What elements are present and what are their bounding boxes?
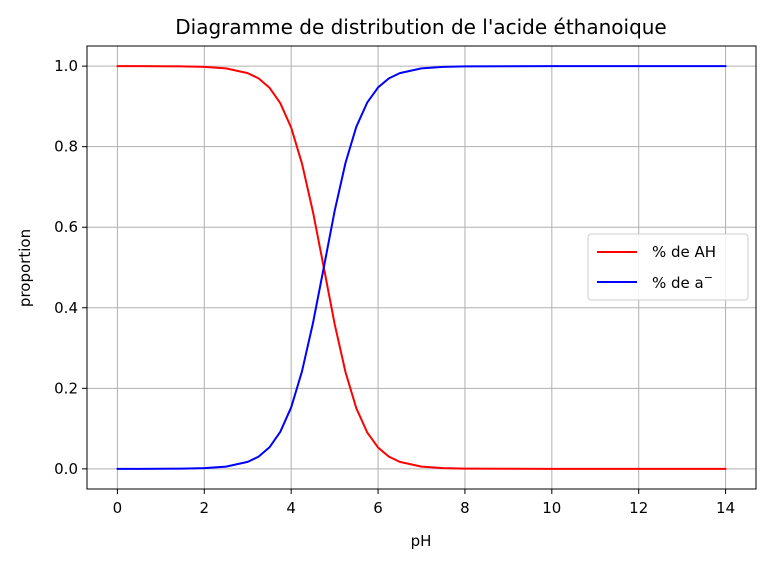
x-tick-label: 8 [460, 499, 470, 517]
legend: % de AH % de a− [587, 233, 749, 301]
y-tick-label: 0.6 [54, 218, 78, 236]
y-tick-label: 0.0 [54, 460, 78, 478]
y-tick-label: 1.0 [54, 57, 78, 75]
legend-box [587, 233, 749, 301]
legend-label-ah: % de AH [652, 243, 716, 261]
legend-label-a-base: % de a [652, 274, 704, 292]
x-tick-label: 4 [286, 499, 296, 517]
y-tick-label: 0.8 [54, 138, 78, 156]
x-tick-label: 2 [200, 499, 210, 517]
series-line-a [116, 65, 727, 470]
legend-label-a: % de a− [652, 271, 713, 292]
x-tick-label: 12 [629, 499, 648, 517]
x-tick-label: 14 [716, 499, 735, 517]
x-axis-ticks: 0 2 4 6 8 10 12 14 [113, 489, 735, 517]
chart-title: Diagramme de distribution de l'acide éth… [175, 15, 667, 39]
x-tick-label: 6 [373, 499, 383, 517]
plot-frame [86, 45, 757, 490]
x-tick-label: 10 [542, 499, 561, 517]
series-line-ah [116, 65, 727, 470]
y-tick-label: 0.4 [54, 299, 78, 317]
legend-label-a-sup: − [704, 271, 713, 284]
x-tick-label: 0 [113, 499, 123, 517]
y-axis-label: proportion [16, 229, 34, 307]
x-axis-label: pH [411, 532, 432, 550]
y-tick-label: 0.2 [54, 379, 78, 397]
y-axis-ticks: 0.0 0.2 0.4 0.6 0.8 1.0 [54, 57, 87, 478]
series-lines [116, 65, 727, 470]
